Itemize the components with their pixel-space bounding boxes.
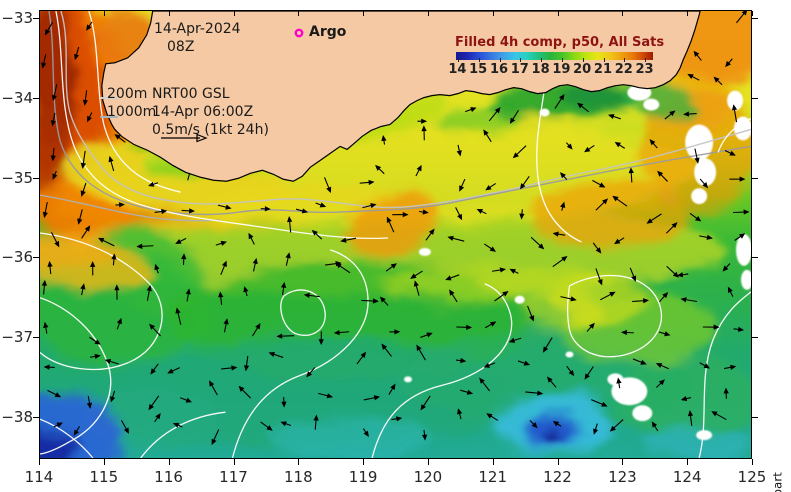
argo-legend-label: Argo xyxy=(309,24,347,40)
isobath-200m-label: 200m xyxy=(107,86,148,102)
isobath-contours xyxy=(40,11,751,222)
x-tick-label: 115 xyxy=(89,468,119,486)
colorbar-tick-label: 16 xyxy=(489,62,509,77)
colorbar-tick-mark xyxy=(478,58,480,62)
current-arrows xyxy=(41,11,750,446)
x-axis-tick xyxy=(39,459,40,465)
x-tick-label: 114 xyxy=(24,468,54,486)
y-axis-tick-right xyxy=(752,417,758,418)
x-tick-label: 122 xyxy=(543,468,572,486)
colorbar-tick-label: 14 xyxy=(448,62,467,77)
colorbar-tick-mark xyxy=(458,58,459,62)
colorbar-tick-label: 15 xyxy=(469,62,488,77)
x-axis-tick xyxy=(298,459,300,465)
x-axis-tick-top xyxy=(622,11,624,16)
y-axis-tick xyxy=(33,18,39,19)
colorbar-title: Filled 4h comp, p50, All Sats xyxy=(455,35,665,50)
colorbar-tick-label: 21 xyxy=(593,62,613,77)
x-tick-label: 116 xyxy=(154,468,183,486)
x-axis-tick-top xyxy=(363,11,365,16)
x-axis-tick xyxy=(363,459,365,465)
y-tick-label: −35 xyxy=(1,168,33,187)
argo-marker-icon xyxy=(294,28,304,38)
colorbar-tick-mark xyxy=(624,58,626,62)
colorbar-tick-label: 17 xyxy=(510,62,529,77)
y-axis-tick-right xyxy=(752,337,758,339)
x-axis-tick-top xyxy=(298,11,300,16)
gsl-time-label: 14-Apr 06:00Z xyxy=(152,104,254,120)
colorbar-tick-mark xyxy=(541,58,543,62)
y-tick-label: −34 xyxy=(1,88,33,107)
velocity-scale-arrow-icon xyxy=(161,133,208,143)
colorbar-tick-label: 23 xyxy=(635,62,654,77)
colorbar-tick-mark xyxy=(645,58,647,62)
x-tick-label: 117 xyxy=(219,468,248,486)
x-axis-tick xyxy=(492,459,494,465)
y-axis-tick xyxy=(33,417,39,418)
x-tick-label: 124 xyxy=(672,468,702,486)
y-axis-tick xyxy=(33,97,39,99)
x-tick-label: 121 xyxy=(478,468,508,486)
x-tick-label: 119 xyxy=(348,468,378,486)
colorbar-tick-labels: 14 15 16 17 18 19 20 21 22 23 xyxy=(447,62,655,77)
colorbar xyxy=(456,52,653,62)
x-tick-label: 125 xyxy=(737,468,767,486)
x-axis-tick-top xyxy=(557,11,559,16)
x-axis-tick xyxy=(622,459,624,465)
colorbar-tick-mark xyxy=(582,58,584,62)
colorbar-tick-label: 19 xyxy=(552,62,571,77)
velocity-scale-label: 0.5m/s (1kt 24h) xyxy=(152,122,269,138)
x-axis-tick-top xyxy=(233,11,235,16)
x-axis-tick xyxy=(233,459,235,465)
x-axis-tick xyxy=(168,459,170,465)
y-axis-tick xyxy=(33,337,39,339)
isobath-1000m-line-sample xyxy=(100,116,118,118)
map-datetime-hour: 08Z xyxy=(167,39,195,55)
x-axis-tick-top xyxy=(687,11,689,16)
y-tick-label: −37 xyxy=(1,328,33,347)
y-axis-tick-right xyxy=(752,257,758,259)
y-tick-label: −33 xyxy=(1,9,33,27)
map-plot-area xyxy=(39,10,752,459)
y-axis-tick xyxy=(33,257,39,259)
x-axis-tick-top xyxy=(427,11,429,16)
x-axis-tick-top xyxy=(168,11,170,16)
product-label: NRT00 GSL xyxy=(152,86,230,102)
colorbar-tick-mark xyxy=(520,58,522,62)
y-axis-tick-right xyxy=(752,177,758,179)
colorbar-tick-label: 20 xyxy=(573,62,592,77)
map-datetime: 14-Apr-2024 xyxy=(154,21,241,37)
x-tick-label: 120 xyxy=(413,468,443,486)
x-axis-tick xyxy=(752,459,753,465)
colorbar-tick-mark xyxy=(562,58,563,62)
y-axis-tick-right xyxy=(752,97,758,99)
x-axis-tick xyxy=(103,459,105,465)
colorbar-tick-label: 22 xyxy=(614,62,633,77)
x-axis-tick-top xyxy=(492,11,494,16)
x-axis-tick-top xyxy=(103,11,105,16)
x-axis-tick xyxy=(687,459,689,465)
x-axis-tick xyxy=(427,459,429,465)
isobath-1000m-label: 1000m xyxy=(107,104,157,120)
sst-field-canvas xyxy=(40,11,751,458)
credit-text: © IMOS 17-Apr-2024 15:04 Hobart xyxy=(771,472,785,492)
x-axis-tick xyxy=(557,459,559,465)
isobath-200m-line-sample xyxy=(100,97,118,99)
y-tick-label: −36 xyxy=(1,248,33,267)
y-tick-label: −38 xyxy=(1,408,33,426)
x-tick-label: 123 xyxy=(608,468,637,486)
colorbar-tick-mark xyxy=(499,58,501,62)
y-axis-tick xyxy=(33,177,39,179)
x-axis-tick-top xyxy=(752,11,753,16)
colorbar-tick-label: 18 xyxy=(531,62,550,77)
colorbar-tick-mark xyxy=(603,58,605,62)
y-axis-tick-right xyxy=(752,18,758,19)
x-tick-label: 118 xyxy=(283,468,313,486)
x-axis-tick-top xyxy=(39,11,40,16)
